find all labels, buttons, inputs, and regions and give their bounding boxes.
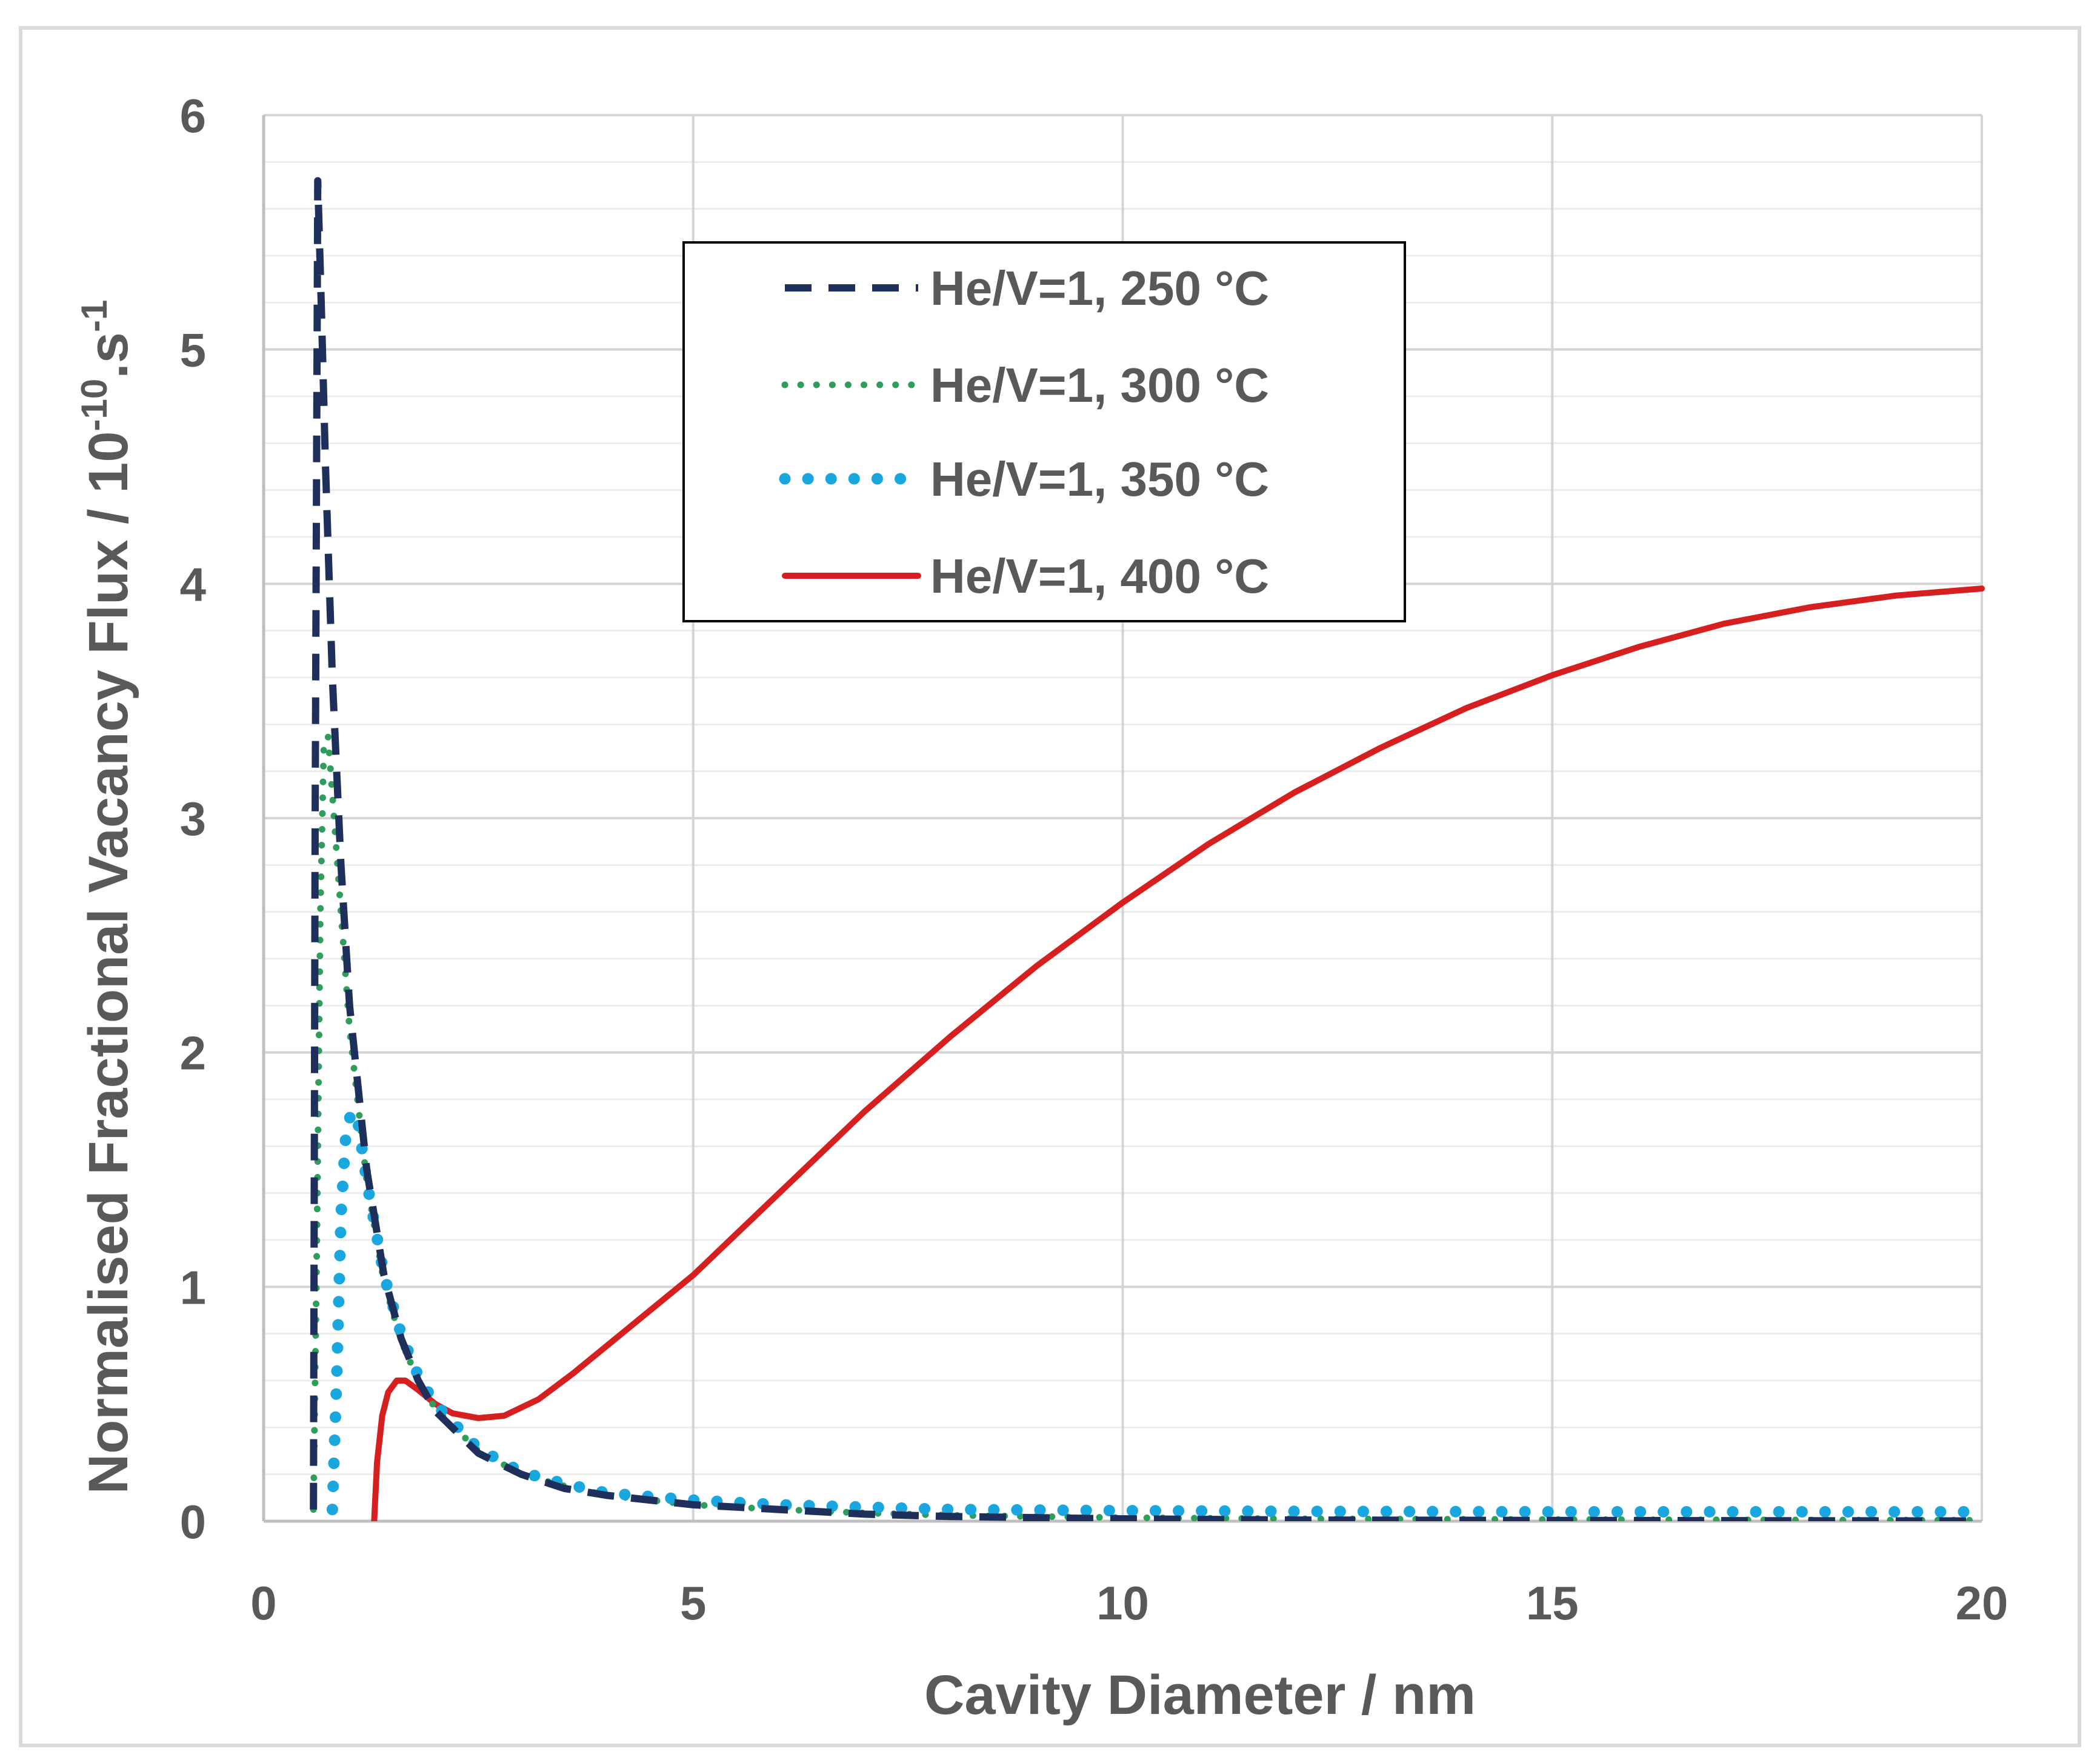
legend-item: He/V=1, 250 °C: [785, 261, 1269, 315]
legend-item: He/V=1, 400 °C: [782, 549, 1269, 603]
legend-label: He/V=1, 300 °C: [930, 358, 1269, 412]
y-axis-title: Normalised Fractional Vacancy Flux / 10-…: [74, 300, 139, 1495]
series-line-4: [371, 585, 1985, 1521]
y-tick-label: 0: [180, 1495, 206, 1548]
x-tick-label: 5: [680, 1576, 706, 1630]
x-tick-label: 15: [1526, 1576, 1579, 1630]
legend-label: He/V=1, 250 °C: [930, 261, 1269, 315]
series-line-3: [326, 1105, 1988, 1518]
y-tick-label: 2: [180, 1027, 206, 1080]
y-tick-label: 4: [180, 558, 206, 611]
legend-items: He/V=1, 250 °C He/V=1, 300 °C He/V=1, 350 …: [779, 261, 1269, 603]
y-tick-label: 1: [180, 1261, 206, 1314]
y-tick-label: 5: [180, 324, 206, 377]
y-axis-title-main: Normalised Fractional Vacancy Flux / 10: [78, 431, 139, 1494]
y-axis-title-sup2: -1: [74, 300, 115, 332]
series-line-2: [310, 733, 1985, 1521]
x-tick-label: 0: [250, 1576, 276, 1630]
series-layer: [310, 177, 1988, 1521]
legend-label: He/V=1, 400 °C: [930, 549, 1269, 603]
y-tick-label: 6: [180, 89, 206, 142]
legend-item: He/V=1, 350 °C: [779, 452, 1269, 506]
legend-item: He/V=1, 300 °C: [781, 358, 1269, 412]
x-tick-label: 10: [1096, 1576, 1149, 1630]
y-axis-title-sup1: -10: [74, 379, 115, 432]
x-tick-labels: 0 5 10 15 20: [250, 1576, 2008, 1630]
legend-label: He/V=1, 350 °C: [930, 452, 1269, 506]
y-axis-title-mid: .s: [78, 332, 139, 379]
y-tick-labels: 0 1 2 3 4 5 6: [180, 89, 206, 1548]
legend-box: [682, 241, 1406, 622]
series-line-1: [310, 177, 1982, 1521]
x-tick-label: 20: [1956, 1576, 2008, 1630]
x-axis-title: Cavity Diameter / nm: [924, 1664, 1476, 1726]
legend: He/V=1, 250 °C He/V=1, 300 °C He/V=1, 350 …: [682, 241, 1406, 622]
y-tick-label: 3: [180, 792, 206, 845]
